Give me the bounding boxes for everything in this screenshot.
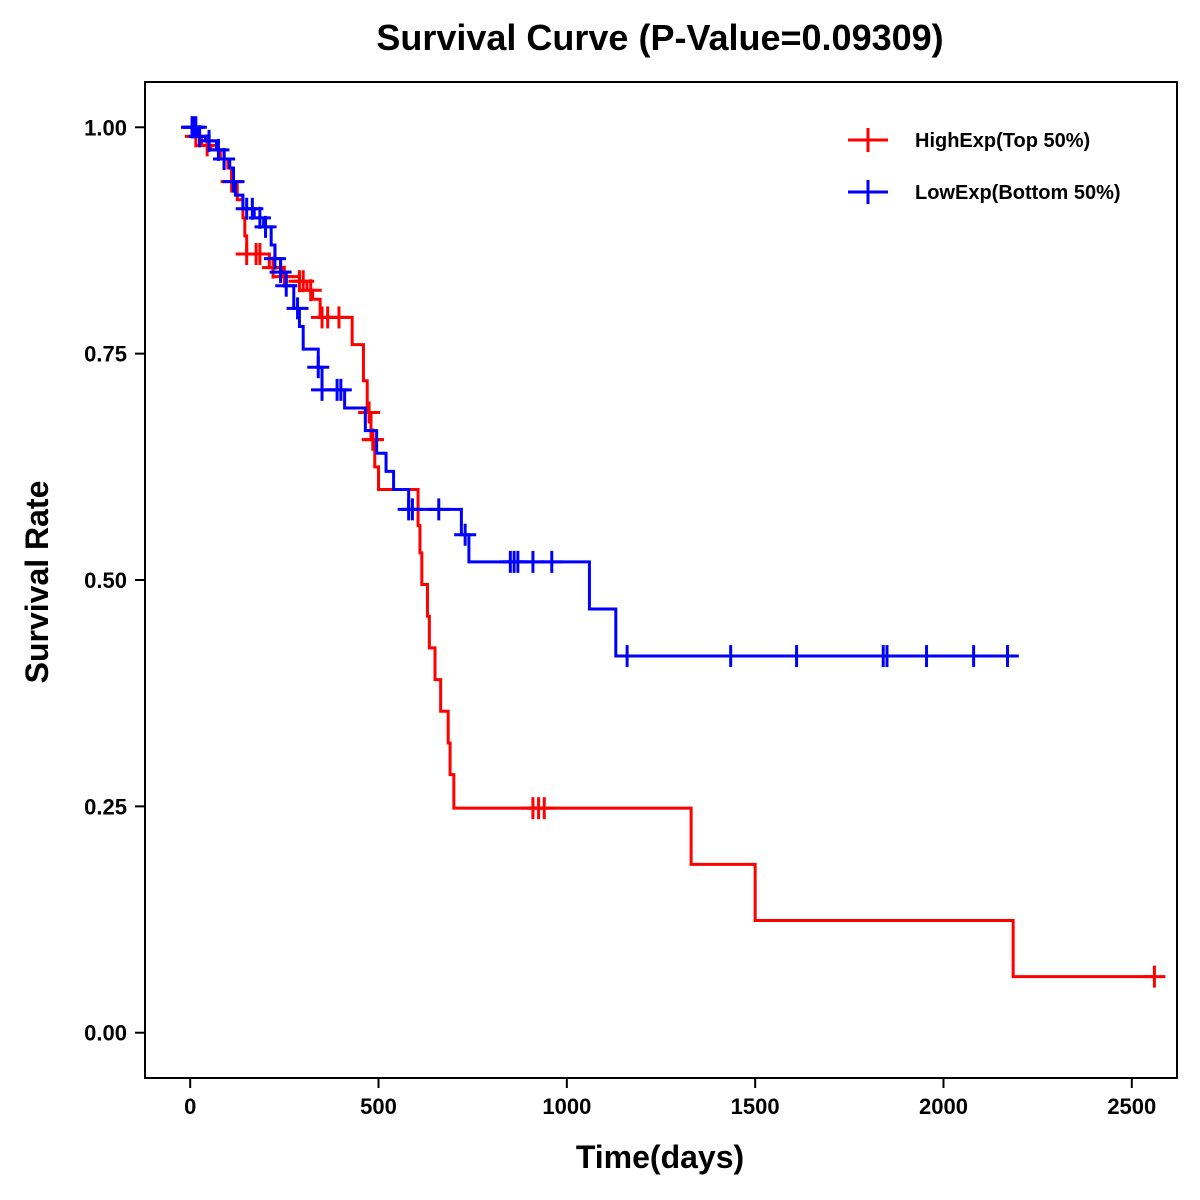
- survival-step-line: [190, 125, 1155, 979]
- y-axis-label: Survival Rate: [19, 481, 55, 684]
- y-axis: 0.00 0.25 0.50 0.75 1.00: [84, 115, 145, 1046]
- x-tick-label: 0: [184, 1094, 196, 1119]
- legend-label: LowExp(Bottom 50%): [915, 182, 1121, 204]
- x-tick-label: 2000: [919, 1094, 968, 1119]
- x-axis: 0 500 1000 1500 2000 2500: [184, 1078, 1156, 1119]
- x-tick-label: 500: [360, 1094, 397, 1119]
- y-tick-label: 1.00: [84, 115, 127, 140]
- y-tick-label: 0.00: [84, 1021, 127, 1046]
- x-tick-label: 2500: [1107, 1094, 1156, 1119]
- y-tick-label: 0.50: [84, 568, 127, 593]
- x-axis-label: Time(days): [576, 1139, 744, 1175]
- series-layer: [181, 116, 1166, 988]
- x-tick-label: 1500: [731, 1094, 780, 1119]
- legend-item: HighExp(Top 50%): [848, 128, 1090, 152]
- legend-item: LowExp(Bottom 50%): [848, 180, 1121, 204]
- legend: HighExp(Top 50%) LowExp(Bottom 50%): [848, 128, 1121, 204]
- plot-frame: [144, 81, 1178, 1079]
- y-tick-label: 0.75: [84, 342, 127, 367]
- series-1: [181, 116, 1019, 668]
- survival-step-line: [190, 125, 1019, 658]
- x-tick-label: 1000: [542, 1094, 591, 1119]
- series-0: [181, 116, 1166, 988]
- y-tick-label: 0.25: [84, 794, 127, 819]
- chart-title: Survival Curve (P-Value=0.09309): [376, 17, 943, 58]
- legend-label: HighExp(Top 50%): [915, 130, 1090, 152]
